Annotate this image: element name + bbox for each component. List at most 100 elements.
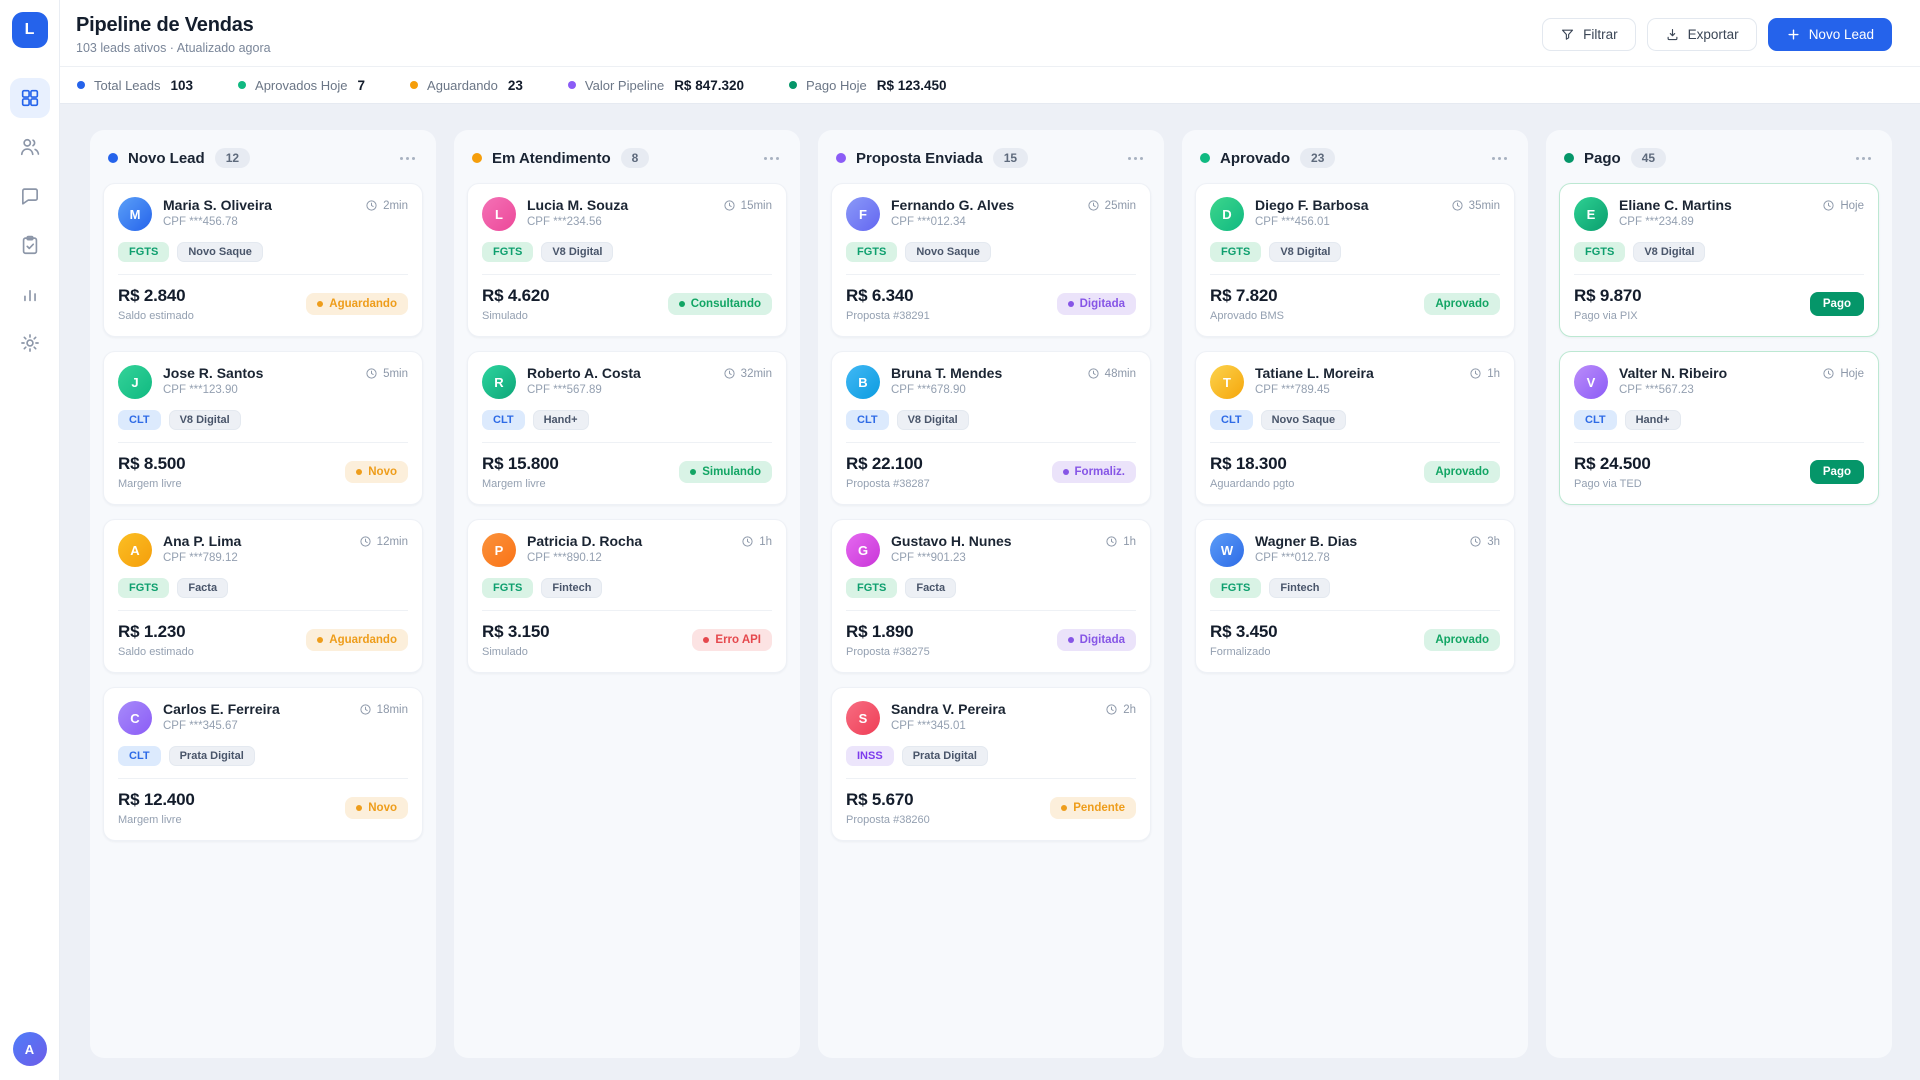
lead-value-block: R$ 18.300 Aguardando pgto — [1210, 454, 1294, 490]
stat-valor-pipeline: Valor Pipeline R$ 847.320 — [567, 77, 744, 93]
status-badge: Pendente — [1050, 797, 1136, 819]
lead-avatar: R — [482, 365, 516, 399]
clock-icon — [724, 368, 735, 379]
sidebar-item-dashboard[interactable] — [9, 78, 50, 118]
sidebar-item-tasks[interactable] — [10, 225, 50, 265]
main-area: Pipeline de Vendas 103 leads ativos · At… — [60, 0, 1920, 1080]
ellipsis-dot — [1128, 156, 1131, 160]
status-label: Formaliz. — [1074, 466, 1125, 478]
new-lead-button[interactable]: Novo Lead — [1767, 17, 1892, 51]
lead-name: Eliane C. Martins — [1619, 197, 1732, 213]
lead-value-block: R$ 22.100 Proposta #38287 — [846, 454, 930, 490]
lead-card[interactable]: C Carlos E. Ferreira CPF ***345.67 18min CLT… — [103, 687, 423, 841]
lead-tags: CLT Hand+ — [1574, 410, 1864, 430]
ellipsis-dot — [1862, 156, 1865, 160]
lead-value-sublabel: Aguardando pgto — [1210, 478, 1295, 490]
stat-value: 7 — [357, 77, 366, 93]
card-divider — [482, 610, 772, 611]
card-divider — [1210, 442, 1500, 443]
status-badge: Aguardando — [306, 629, 408, 651]
lead-card[interactable]: V Valter N. Ribeiro CPF ***567.23 Hoje CLT Ha… — [1559, 351, 1879, 505]
clock-icon — [360, 704, 371, 715]
sidebar-item-messages[interactable] — [10, 176, 50, 216]
ellipsis-dot — [1498, 156, 1501, 160]
status-badge: Aprovado — [1424, 293, 1500, 315]
lead-card[interactable]: J Jose R. Santos CPF ***123.90 5min CLT V8 Di… — [103, 351, 423, 505]
lead-card[interactable]: R Roberto A. Costa CPF ***567.89 32min CLT Ha… — [467, 351, 787, 505]
sidebar-item-settings[interactable] — [10, 323, 50, 363]
lead-value-sublabel: Margem livre — [482, 478, 546, 490]
lead-card[interactable]: G Gustavo H. Nunes CPF ***901.23 1h FGTS Fact… — [831, 519, 1151, 673]
ellipsis-dot — [770, 156, 773, 160]
sidebar-item-leads[interactable] — [10, 127, 50, 167]
status-label: Aprovado — [1435, 466, 1489, 478]
column-dot — [108, 153, 118, 163]
lead-card[interactable]: P Patricia D. Rocha CPF ***890.12 1h FGTS Fin… — [467, 519, 787, 673]
tag-hand-: Hand+ — [532, 410, 589, 430]
clock-icon — [1470, 536, 1481, 547]
stat-value: 103 — [170, 77, 194, 93]
lead-card-bottom: R$ 2.840 Saldo estimado Aguardando — [118, 286, 408, 322]
lead-identity: Carlos E. Ferreira CPF ***345.67 — [163, 701, 348, 732]
filter-button[interactable]: Filtrar — [1542, 17, 1636, 51]
column-header: Novo Lead 12 — [103, 145, 423, 183]
tag-prata-digital: Prata Digital — [168, 746, 255, 766]
column-dot — [472, 153, 482, 163]
lead-card-bottom: R$ 3.450 Formalizado Aprovado — [1210, 622, 1500, 658]
app-logo[interactable]: L — [11, 12, 48, 48]
tag-fgts: FGTS — [846, 242, 898, 262]
lead-card-top: L Lucia M. Souza CPF ***234.56 15min — [482, 197, 772, 231]
user-avatar[interactable]: A — [12, 1032, 47, 1066]
status-label: Pendente — [1073, 802, 1125, 814]
lead-avatar: B — [846, 365, 880, 399]
topbar: Pipeline de Vendas 103 leads ativos · At… — [60, 0, 1920, 66]
column-menu-button[interactable] — [1854, 151, 1873, 166]
lead-card[interactable]: D Diego F. Barbosa CPF ***456.01 35min FGTS V… — [1195, 183, 1515, 337]
stat-pago-hoje: Pago Hoje R$ 123.450 — [789, 78, 947, 93]
lead-value-block: R$ 4.620 Simulado — [482, 286, 550, 322]
ellipsis-dot — [1856, 156, 1859, 160]
lead-card-bottom: R$ 7.820 Aprovado BMS Aprovado — [1210, 286, 1500, 322]
lead-card[interactable]: T Tatiane L. Moreira CPF ***789.45 1h CLT Nov… — [1195, 351, 1515, 505]
sidebar-item-reports[interactable] — [10, 274, 50, 314]
lead-card[interactable]: L Lucia M. Souza CPF ***234.56 15min FGTS V8 … — [467, 183, 787, 337]
stat-label: Valor Pipeline — [584, 77, 665, 93]
export-button[interactable]: Exportar — [1646, 17, 1757, 51]
lead-identity: Sandra V. Pereira CPF ***345.01 — [891, 701, 1094, 732]
ellipsis-dot — [1140, 156, 1143, 160]
column-menu-button[interactable] — [398, 151, 417, 166]
clock-icon — [1823, 200, 1834, 211]
lead-value-sublabel: Simulado — [482, 310, 528, 322]
tag-clt: CLT — [118, 410, 161, 430]
clock-icon — [360, 536, 371, 547]
lead-card-bottom: R$ 15.800 Margem livre Simulando — [482, 454, 772, 490]
topbar-actions: Filtrar Exportar Novo Lead — [1542, 17, 1892, 51]
lead-avatar: W — [1210, 533, 1244, 567]
status-badge: Digitada — [1056, 629, 1136, 651]
title-block: Pipeline de Vendas 103 leads ativos · At… — [76, 14, 271, 55]
card-divider — [846, 610, 1136, 611]
column-menu-button[interactable] — [1126, 151, 1145, 166]
card-divider — [846, 442, 1136, 443]
clock-icon — [1088, 368, 1099, 379]
tag-fgts: FGTS — [118, 578, 170, 598]
lead-cpf: CPF ***234.89 — [1619, 216, 1694, 228]
ellipsis-dot — [1504, 156, 1507, 160]
column-menu-button[interactable] — [1490, 151, 1509, 166]
lead-card[interactable]: A Ana P. Lima CPF ***789.12 12min FGTS Facta R… — [103, 519, 423, 673]
lead-value-sublabel: Proposta #38260 — [846, 814, 930, 826]
lead-card[interactable]: M Maria S. Oliveira CPF ***456.78 2min FGTS N… — [103, 183, 423, 337]
lead-card-top: J Jose R. Santos CPF ***123.90 5min — [118, 365, 408, 399]
lead-value-block: R$ 6.340 Proposta #38291 — [846, 286, 930, 322]
lead-avatar: A — [118, 533, 152, 567]
lead-card[interactable]: W Wagner B. Dias CPF ***012.78 3h FGTS Fintec… — [1195, 519, 1515, 673]
lead-identity: Fernando G. Alves CPF ***012.34 — [891, 197, 1076, 228]
lead-card-top: C Carlos E. Ferreira CPF ***345.67 18min — [118, 701, 408, 735]
lead-card[interactable]: E Eliane C. Martins CPF ***234.89 Hoje FGTS V… — [1559, 183, 1879, 337]
lead-card[interactable]: S Sandra V. Pereira CPF ***345.01 2h INSS Pra… — [831, 687, 1151, 841]
lead-card[interactable]: F Fernando G. Alves CPF ***012.34 25min FGTS… — [831, 183, 1151, 337]
lead-card[interactable]: B Bruna T. Mendes CPF ***678.90 48min CLT V8 … — [831, 351, 1151, 505]
lead-identity: Wagner B. Dias CPF ***012.78 — [1255, 533, 1458, 564]
status-label: Aguardando — [329, 634, 397, 646]
column-menu-button[interactable] — [762, 151, 781, 166]
